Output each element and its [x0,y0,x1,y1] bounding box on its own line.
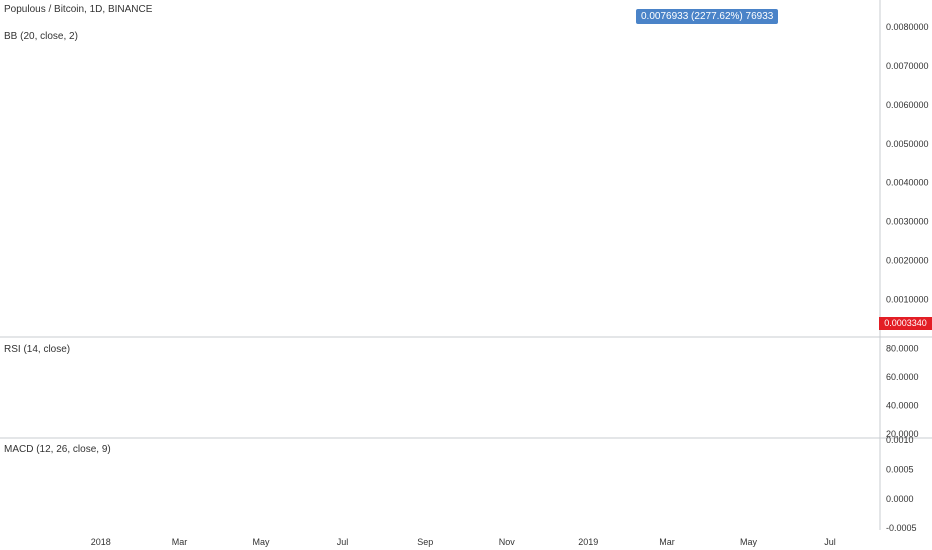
price-tick-label: 0.0040000 [886,178,929,188]
rsi-tick-label: 40.0000 [886,401,919,411]
price-tick-label: 0.0050000 [886,139,929,149]
price-tick-label: 0.0080000 [886,22,929,32]
rsi-tick-label: 80.0000 [886,344,919,354]
macd-tick-label: 0.0010 [886,435,914,445]
last-price-badge: 0.0003340 [879,317,932,330]
price-tick-label: 0.0020000 [886,256,929,266]
macd-tick-label: 0.0000 [886,494,914,504]
rsi-indicator-title: RSI (14, close) [4,344,71,355]
x-tick-label: Mar [659,537,675,547]
macd-indicator-title: MACD (12, 26, close, 9) [4,444,111,455]
x-tick-label: 2018 [91,537,111,547]
x-tick-label: May [740,537,758,547]
macd-tick-label: 0.0005 [886,464,914,474]
chart-title: Populous / Bitcoin, 1D, BINANCE [4,4,153,15]
macd-tick-label: -0.0005 [886,523,917,533]
x-tick-label: Sep [417,537,433,547]
x-tick-label: 2019 [578,537,598,547]
x-tick-label: May [252,537,270,547]
price-tick-label: 0.0070000 [886,61,929,71]
measure-label: 0.0076933 (2277.62%) 76933 [636,9,779,24]
rsi-tick-label: 60.0000 [886,372,919,382]
x-tick-label: Jul [824,537,836,547]
price-tick-label: 0.0030000 [886,217,929,227]
x-tick-label: Jul [337,537,349,547]
x-tick-label: Nov [499,537,516,547]
price-tick-label: 0.0060000 [886,100,929,110]
x-tick-label: Mar [172,537,188,547]
price-tick-label: 0.0010000 [886,295,929,305]
bb-indicator-title: BB (20, close, 2) [4,31,78,42]
plot-background [0,0,880,550]
rsi-tick-label: 20.0000 [886,429,919,439]
